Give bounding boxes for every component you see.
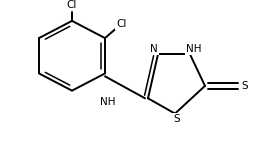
Text: S: S <box>242 81 248 91</box>
Text: NH: NH <box>100 97 116 107</box>
Text: S: S <box>174 114 180 124</box>
Text: NH: NH <box>186 44 202 54</box>
Text: Cl: Cl <box>67 0 77 10</box>
Text: Cl: Cl <box>117 19 127 29</box>
Text: N: N <box>150 44 158 54</box>
